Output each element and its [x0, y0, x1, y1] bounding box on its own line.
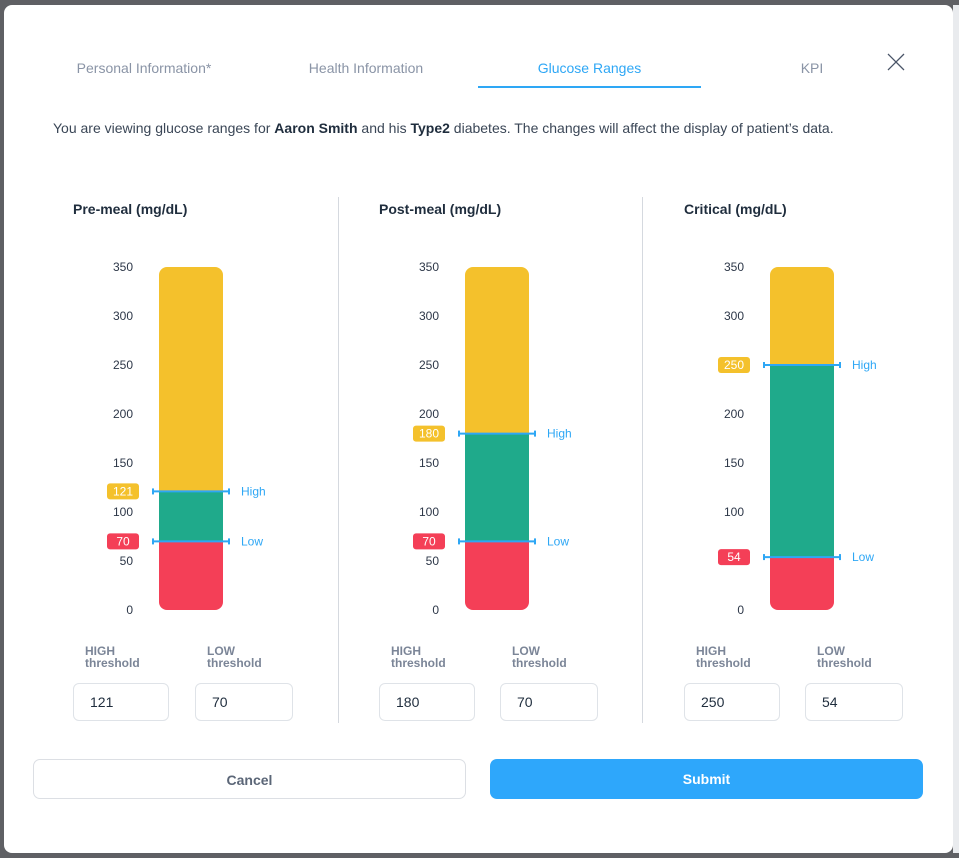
patient-name: Aaron Smith — [274, 120, 358, 136]
y-tick-label: 0 — [126, 603, 133, 617]
cancel-button[interactable]: Cancel — [33, 759, 466, 799]
tab-bar: Personal Information* Health Information… — [4, 5, 953, 95]
y-tick-label: 300 — [419, 309, 439, 323]
low-range-segment — [770, 557, 834, 610]
y-tick-label: 0 — [432, 603, 439, 617]
low-value-badge — [413, 533, 445, 550]
low-value-badge-text: 70 — [116, 534, 130, 548]
post-meal-high-input[interactable] — [379, 683, 475, 721]
tab-glucose-ranges[interactable]: Glucose Ranges — [478, 58, 701, 88]
submit-button[interactable]: Submit — [490, 759, 923, 799]
post-meal-low-input[interactable] — [500, 683, 598, 721]
high-threshold-label: HIGH threshold — [85, 644, 140, 670]
range-bar — [159, 267, 223, 610]
high-marker-label: High — [852, 358, 877, 372]
chart-title: Pre-meal (mg/dL) — [73, 201, 188, 217]
high-range-segment — [465, 267, 529, 434]
y-tick-label: 100 — [724, 505, 744, 519]
column-divider — [338, 197, 339, 723]
glucose-ranges-modal: Personal Information* Health Information… — [4, 5, 953, 853]
y-tick-label: 200 — [113, 407, 133, 421]
y-tick-label: 200 — [724, 407, 744, 421]
y-tick-label: 250 — [113, 358, 133, 372]
chart-title: Post-meal (mg/dL) — [379, 201, 502, 217]
low-range-segment — [465, 541, 529, 610]
normal-range-segment — [770, 365, 834, 558]
high-threshold-label: HIGH threshold — [391, 644, 446, 670]
low-marker-label: Low — [241, 534, 263, 548]
column-divider — [642, 197, 643, 723]
y-tick-label: 350 — [724, 260, 744, 274]
low-threshold-label: LOW threshold — [207, 644, 262, 670]
y-tick-label: 100 — [113, 505, 133, 519]
tab-personal-information[interactable]: Personal Information* — [76, 60, 212, 76]
tab-health-information[interactable]: Health Information — [308, 60, 424, 76]
y-tick-label: 100 — [419, 505, 439, 519]
low-range-segment — [159, 541, 223, 610]
high-value-badge-text: 121 — [113, 484, 133, 498]
high-marker-label: High — [547, 427, 572, 441]
pre-meal-column: Pre-meal (mg/dL) 0 50 100 150 200 250 300 350 Hi… — [73, 197, 373, 727]
high-value-badge — [718, 357, 750, 373]
diabetes-type: Type2 — [410, 120, 450, 136]
chart-title: Critical (mg/dL) — [684, 201, 787, 217]
backdrop — [953, 5, 959, 853]
y-tick-label: 50 — [426, 554, 440, 568]
high-value-badge-text: 250 — [724, 358, 744, 372]
high-marker-label: High — [241, 484, 266, 498]
post-meal-chart: 0 50 100 150 200 250 300 350 High 180 Low 70 — [413, 260, 572, 617]
y-tick-label: 150 — [419, 456, 439, 470]
range-bar — [465, 267, 529, 610]
low-marker-label: Low — [852, 550, 874, 564]
low-marker-label: Low — [547, 534, 569, 548]
y-tick-label: 150 — [113, 456, 133, 470]
intro-text: You are viewing glucose ranges for Aaron… — [53, 120, 834, 136]
low-threshold-label: LOW threshold — [512, 644, 567, 670]
low-value-badge-text: 54 — [727, 550, 741, 564]
high-value-badge — [413, 425, 445, 442]
y-tick-label: 350 — [113, 260, 133, 274]
critical-high-input[interactable] — [684, 683, 780, 721]
y-tick-label: 150 — [724, 456, 744, 470]
y-tick-label: 50 — [120, 554, 134, 568]
high-range-segment — [159, 267, 223, 492]
high-value-badge-text: 180 — [419, 427, 439, 441]
high-value-badge — [107, 483, 139, 500]
low-value-badge — [718, 549, 750, 566]
critical-column: Critical (mg/dL) 050100150200250300350Hi… — [684, 197, 953, 727]
high-range-segment — [770, 267, 834, 365]
low-threshold-label: LOW threshold — [817, 644, 872, 670]
y-tick-label: 300 — [113, 309, 133, 323]
critical-chart: 050100150200250300350High250Low54 — [718, 260, 877, 617]
pre-meal-chart: 0 50 100 150 200 250 300 350 High 121 Low 70 — [107, 260, 266, 617]
normal-range-segment — [465, 433, 529, 542]
close-icon[interactable] — [884, 50, 908, 74]
range-bar — [770, 267, 834, 610]
low-value-badge — [107, 533, 139, 550]
y-tick-label: 0 — [737, 603, 744, 617]
tab-kpi[interactable]: KPI — [800, 60, 824, 76]
y-tick-label: 250 — [419, 358, 439, 372]
normal-range-segment — [159, 491, 223, 542]
critical-low-input[interactable] — [805, 683, 903, 721]
y-tick-label: 350 — [419, 260, 439, 274]
y-tick-label: 300 — [724, 309, 744, 323]
high-threshold-label: HIGH threshold — [696, 644, 751, 670]
pre-meal-low-input[interactable] — [195, 683, 293, 721]
pre-meal-high-input[interactable] — [73, 683, 169, 721]
post-meal-column: Post-meal (mg/dL) 0 50 100 150 200 250 300 350 H… — [379, 197, 679, 727]
y-tick-label: 200 — [419, 407, 439, 421]
low-value-badge-text: 70 — [422, 534, 436, 548]
